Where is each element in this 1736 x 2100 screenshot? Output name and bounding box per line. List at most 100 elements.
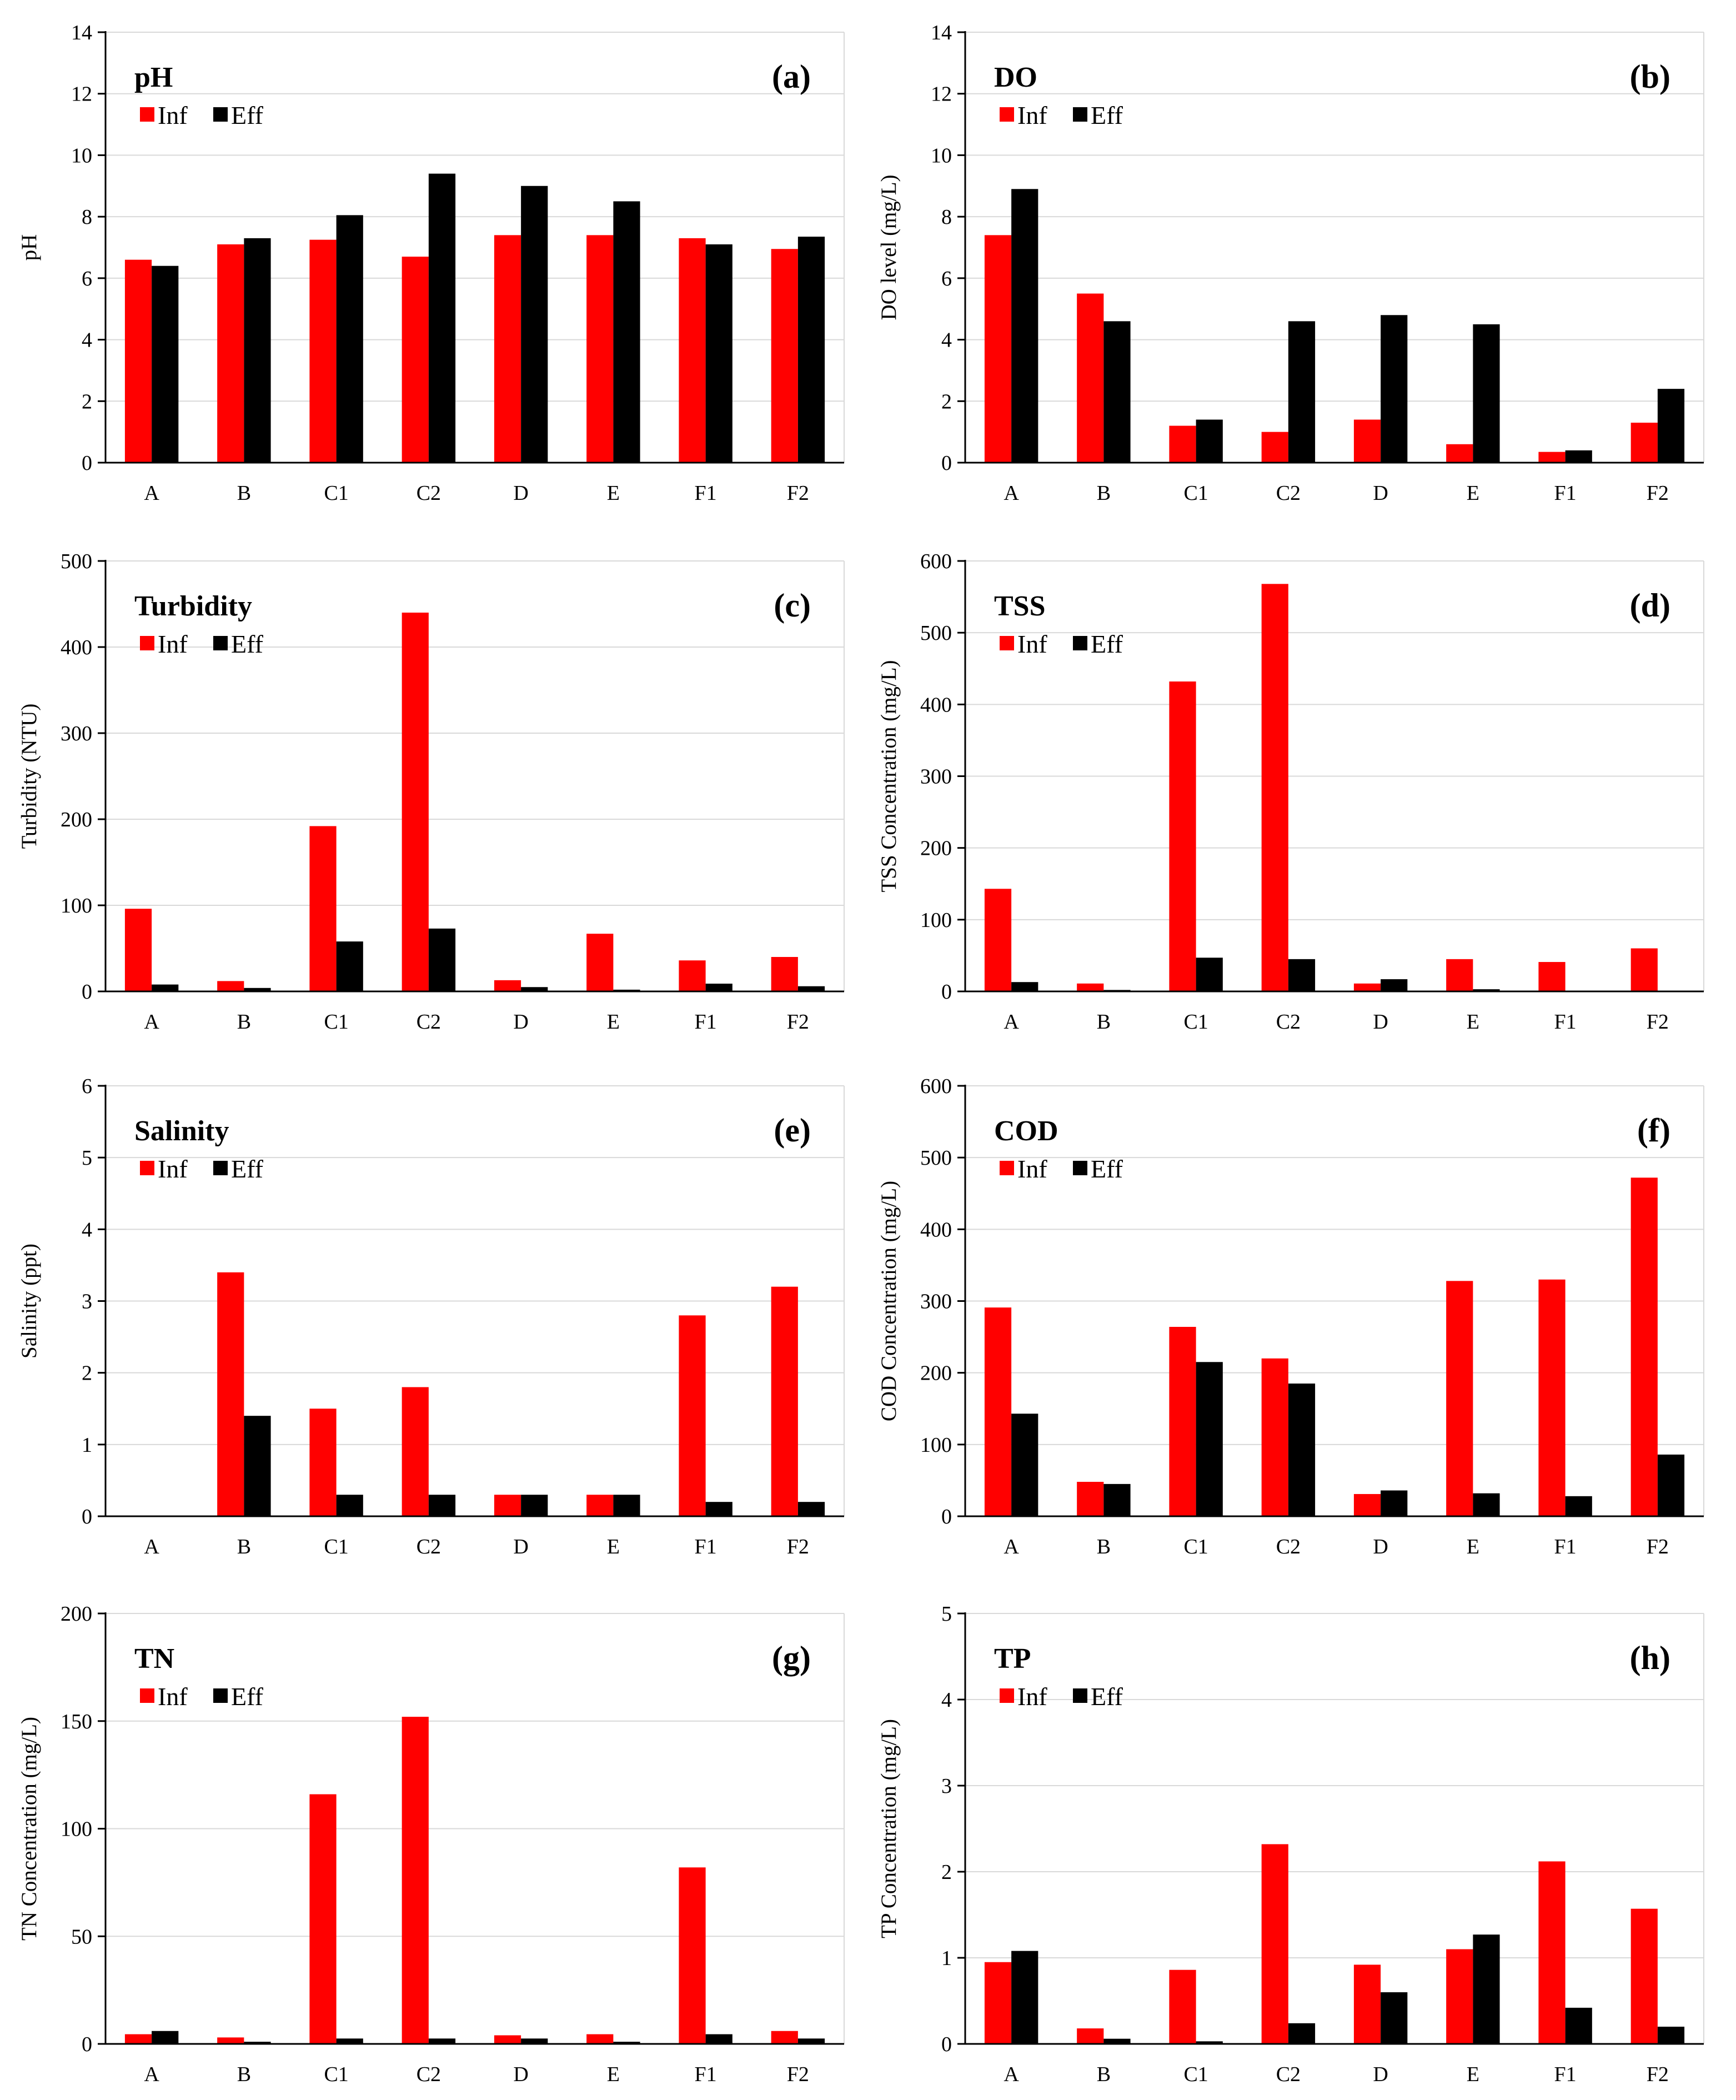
- bar-eff-b: [244, 988, 271, 991]
- bar-inf-c2: [402, 1717, 429, 2044]
- bar-inf-e: [586, 235, 614, 463]
- panel-letter: (d): [1630, 587, 1670, 624]
- x-tick-label: E: [607, 482, 620, 505]
- bar-eff-a: [152, 984, 179, 991]
- bar-eff-e: [1473, 324, 1500, 463]
- x-tick-label: C1: [324, 1535, 348, 1558]
- bar-inf-a: [984, 1307, 1012, 1516]
- y-tick-label: 4: [941, 1688, 952, 1712]
- panel-title: DO: [994, 62, 1037, 93]
- bar-eff-a: [152, 265, 179, 463]
- x-tick-label: C1: [1183, 1010, 1208, 1034]
- x-tick-label: A: [144, 2063, 159, 2086]
- y-tick-label: 6: [82, 267, 92, 290]
- y-tick-label: 100: [61, 894, 92, 918]
- y-tick-label: 200: [920, 1362, 952, 1385]
- x-tick-label: F2: [1647, 2063, 1669, 2086]
- x-tick-label: F1: [695, 482, 717, 505]
- x-tick-label: D: [513, 1010, 528, 1034]
- x-tick-label: B: [237, 482, 251, 505]
- bar-inf-f1: [1538, 962, 1566, 991]
- bar-inf-a: [984, 235, 1012, 463]
- y-tick-label: 500: [920, 622, 952, 645]
- x-tick-label: C2: [417, 1010, 441, 1034]
- x-tick-label: F1: [1554, 2063, 1577, 2086]
- bar-eff-f2: [797, 986, 825, 991]
- y-tick-label: 12: [71, 83, 92, 106]
- panel-title: TP: [994, 1643, 1031, 1675]
- y-tick-label: 100: [920, 909, 952, 932]
- bar-inf-b: [217, 244, 244, 463]
- panel-letter: (c): [774, 587, 811, 624]
- bar-eff-d: [1381, 1992, 1408, 2044]
- bar-eff-b: [1103, 1483, 1131, 1516]
- bar-eff-b: [244, 2042, 271, 2044]
- x-tick-label: E: [607, 1535, 620, 1558]
- bar-inf-a: [124, 2034, 152, 2044]
- legend-label-inf: Inf: [158, 1682, 188, 1711]
- panel-h: 0 1 2 3 4 5 A B C1 C2 D E F1 F2 TP Concentration (mg/L…: [877, 1602, 1704, 2086]
- x-tick-label: E: [607, 2063, 620, 2086]
- y-tick-label: 4: [82, 329, 92, 352]
- bar-inf-e: [1446, 1949, 1473, 2044]
- y-tick-label: 3: [82, 1290, 92, 1314]
- y-tick-label: 100: [920, 1434, 952, 1457]
- bar-inf-a: [124, 909, 152, 991]
- y-tick-label: 8: [941, 206, 952, 229]
- legend-swatch-eff: [213, 107, 228, 122]
- panel-d: 0 100 200 300 400 500 600 A B C1 C2 D E F1 F2 TSS Conce…: [877, 550, 1704, 1034]
- bar-eff-e: [1473, 1493, 1500, 1516]
- y-tick-label: 3: [941, 1775, 952, 1798]
- bar-eff-e: [613, 1495, 640, 1516]
- bar-inf-f2: [771, 249, 798, 463]
- x-tick-label: F2: [787, 2063, 809, 2086]
- y-tick-label: 400: [920, 1218, 952, 1241]
- bar-eff-b: [1103, 321, 1131, 463]
- x-tick-label: F2: [1647, 482, 1669, 505]
- bar-eff-f1: [705, 2034, 732, 2044]
- x-tick-label: B: [1097, 482, 1111, 505]
- y-tick-label: 0: [941, 1505, 952, 1528]
- y-tick-label: 300: [920, 765, 952, 789]
- bar-eff-c1: [1196, 1362, 1223, 1516]
- bar-eff-f2: [1657, 1454, 1685, 1516]
- y-axis-title: Turbidity (NTU): [17, 704, 41, 849]
- x-tick-label: C1: [324, 482, 348, 505]
- panel-title: Salinity: [134, 1115, 229, 1147]
- bar-eff-f2: [797, 1502, 825, 1516]
- bar-inf-e: [1446, 444, 1473, 463]
- legend-label-inf: Inf: [158, 1155, 188, 1183]
- bar-inf-f1: [1538, 1861, 1566, 2044]
- bar-eff-f1: [705, 1502, 732, 1516]
- x-tick-label: F1: [1554, 482, 1577, 505]
- legend-swatch-inf: [1000, 107, 1014, 122]
- legend-swatch-eff: [213, 1161, 228, 1175]
- bar-eff-f2: [1657, 2027, 1685, 2044]
- bar-eff-f1: [1565, 2007, 1592, 2044]
- y-tick-label: 5: [82, 1146, 92, 1170]
- legend-label-inf: Inf: [1017, 630, 1047, 658]
- x-tick-label: D: [513, 1535, 528, 1558]
- bar-eff-c1: [336, 2038, 363, 2044]
- y-tick-label: 500: [920, 1146, 952, 1170]
- bar-inf-f1: [679, 960, 706, 991]
- panel-title: TSS: [994, 590, 1046, 622]
- x-tick-label: C1: [1183, 2063, 1208, 2086]
- x-tick-label: A: [144, 1010, 159, 1034]
- bar-eff-c2: [1288, 1384, 1316, 1516]
- legend-swatch-eff: [1073, 636, 1087, 650]
- legend-label-eff: Eff: [231, 630, 264, 658]
- legend-label-eff: Eff: [1091, 630, 1123, 658]
- y-tick-label: 0: [82, 452, 92, 475]
- bar-inf-c1: [1169, 1969, 1196, 2044]
- bar-eff-c2: [1288, 2023, 1316, 2044]
- bar-inf-d: [494, 980, 521, 991]
- x-tick-label: C2: [417, 1535, 441, 1558]
- bar-inf-c2: [402, 613, 429, 991]
- bar-inf-f2: [1630, 948, 1658, 991]
- x-tick-label: C2: [417, 482, 441, 505]
- y-tick-label: 50: [71, 1925, 92, 1948]
- bar-inf-d: [494, 1495, 521, 1516]
- panel-title: Turbidity: [134, 590, 252, 622]
- x-tick-label: F1: [695, 1535, 717, 1558]
